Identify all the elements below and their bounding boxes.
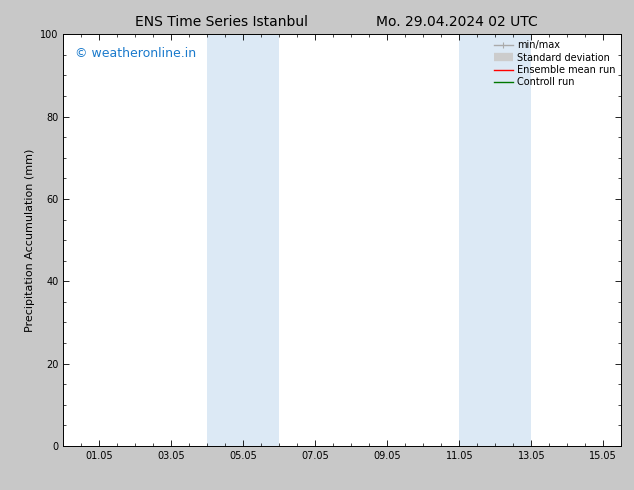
Text: © weatheronline.in: © weatheronline.in (75, 47, 196, 60)
Bar (460, 34, 531, 446)
Text: Mo. 29.04.2024 02 UTC: Mo. 29.04.2024 02 UTC (375, 15, 538, 29)
Y-axis label: Precipitation Accumulation (mm): Precipitation Accumulation (mm) (25, 148, 35, 332)
Bar (207, 34, 280, 446)
Legend: min/max, Standard deviation, Ensemble mean run, Controll run: min/max, Standard deviation, Ensemble me… (489, 36, 619, 91)
Text: ENS Time Series Istanbul: ENS Time Series Istanbul (136, 15, 308, 29)
